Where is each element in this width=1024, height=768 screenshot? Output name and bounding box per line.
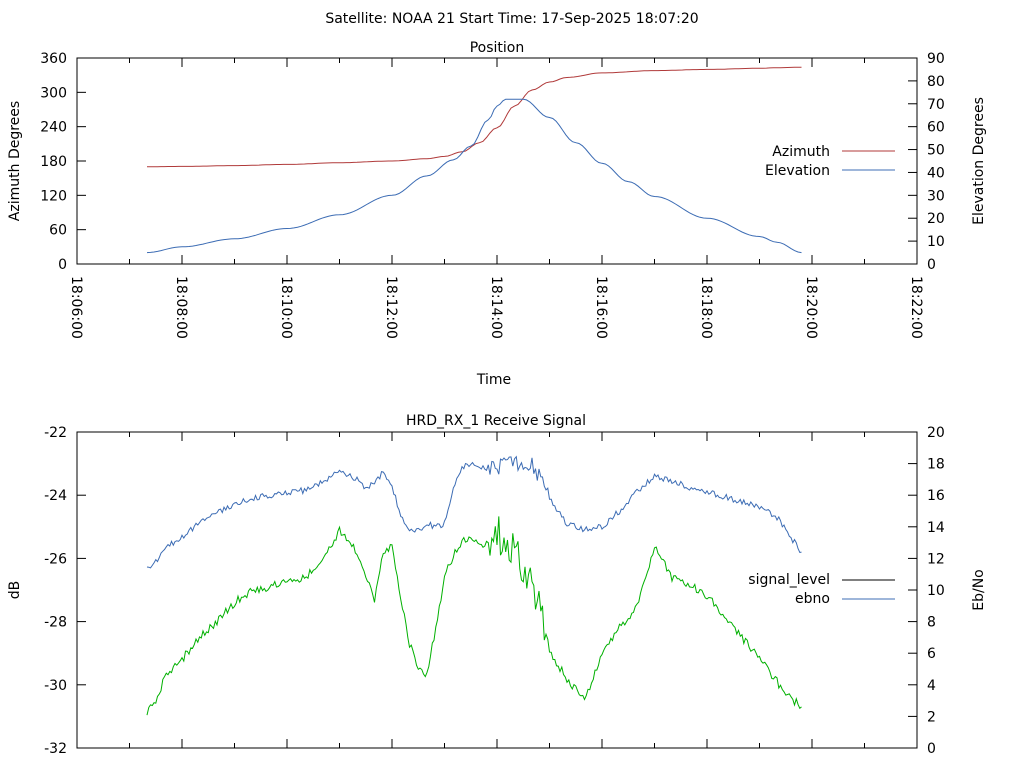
position-y2-tick-label: 60 <box>927 120 945 136</box>
position-x-tick-label: 18:06:00 <box>68 276 84 339</box>
signal-chart-title: HRD_RX_1 Receive Signal <box>406 413 586 429</box>
signal-y2-tick-label: 18 <box>927 457 945 473</box>
signal-y2-axis-label: Eb/No <box>971 569 987 611</box>
signal-y-tick-label: -26 <box>44 551 67 567</box>
position-series-azimuth <box>147 66 802 168</box>
position-y-tick-label: 360 <box>40 51 67 67</box>
position-y2-tick-label: 40 <box>927 165 945 181</box>
position-x-tick-label: 18:20:00 <box>803 276 819 339</box>
position-x-tick-label: 18:18:00 <box>698 276 714 339</box>
signal-y2-tick-label: 10 <box>927 583 945 599</box>
position-x-tick-label: 18:22:00 <box>908 276 924 339</box>
legend-signal-level-label: signal_level <box>748 572 830 588</box>
position-x-tick-label: 18:14:00 <box>488 276 504 339</box>
signal-plot-frame <box>76 431 918 749</box>
signal-series-ebno <box>146 455 802 569</box>
position-axes: 18:06:00 18:08:00 18:10:00 18:12:00 18:14:00… <box>40 51 945 339</box>
signal-y-axis-label: dB <box>7 581 23 600</box>
signal-y2-tick-label: 16 <box>927 488 945 504</box>
legend-elevation-label: Elevation <box>765 163 830 179</box>
position-x-tick-label: 18:08:00 <box>173 276 189 339</box>
signal-y2-tick-label: 8 <box>927 615 936 631</box>
position-y2-tick-label: 0 <box>927 257 936 273</box>
signal-y-tick-label: -28 <box>44 615 67 631</box>
signal-y-tick-label: -32 <box>44 741 67 757</box>
position-series-lines <box>146 66 802 254</box>
position-y2-tick-label: 90 <box>927 51 945 67</box>
position-y-tick-label: 60 <box>49 223 67 239</box>
position-chart-title: Position <box>470 40 525 56</box>
signal-y-tick-label: -24 <box>44 488 67 504</box>
legend-ebno-label: ebno <box>795 591 830 607</box>
signal-series-signal-level <box>146 516 802 716</box>
position-y-axis-label: Azimuth Degrees <box>7 101 23 221</box>
signal-y2-tick-label: 2 <box>927 709 936 725</box>
signal-y2-tick-label: 14 <box>927 520 945 536</box>
signal-axes: -32 -30 -28 -26 -24 -22 0 2 4 6 8 10 12 14 16 18 20 <box>44 425 945 757</box>
signal-y-tick-label: -30 <box>44 678 67 694</box>
position-y2-tick-label: 70 <box>927 97 945 113</box>
signal-y2-tick-label: 20 <box>927 425 945 441</box>
position-x-axis-label: Time <box>476 372 511 388</box>
signal-y-tick-label: -22 <box>44 425 67 441</box>
position-y-tick-label: 120 <box>40 188 67 204</box>
signal-y2-tick-label: 12 <box>927 551 945 567</box>
legend-azimuth-label: Azimuth <box>772 144 830 160</box>
position-x-tick-label: 18:16:00 <box>593 276 609 339</box>
signal-series-lines <box>146 455 802 716</box>
position-y2-tick-label: 20 <box>927 211 945 227</box>
position-x-tick-label: 18:12:00 <box>383 276 399 339</box>
signal-y2-tick-label: 6 <box>927 646 936 662</box>
chart-header-title: Satellite: NOAA 21 Start Time: 17-Sep-20… <box>325 11 698 27</box>
position-x-tick-label: 18:10:00 <box>278 276 294 339</box>
position-y-tick-label: 300 <box>40 85 67 101</box>
position-y2-tick-label: 50 <box>927 143 945 159</box>
position-y2-tick-label: 80 <box>927 74 945 90</box>
position-series-elevation <box>146 98 802 254</box>
position-y2-tick-label: 10 <box>927 234 945 250</box>
position-y-tick-label: 240 <box>40 120 67 136</box>
position-y2-tick-label: 30 <box>927 188 945 204</box>
position-y2-axis-label: Elevation Degrees <box>971 97 987 225</box>
position-y-tick-label: 180 <box>40 154 67 170</box>
position-y-tick-label: 0 <box>58 257 67 273</box>
signal-y2-tick-label: 4 <box>927 678 936 694</box>
signal-y2-tick-label: 0 <box>927 741 936 757</box>
position-plot-frame <box>76 57 918 265</box>
